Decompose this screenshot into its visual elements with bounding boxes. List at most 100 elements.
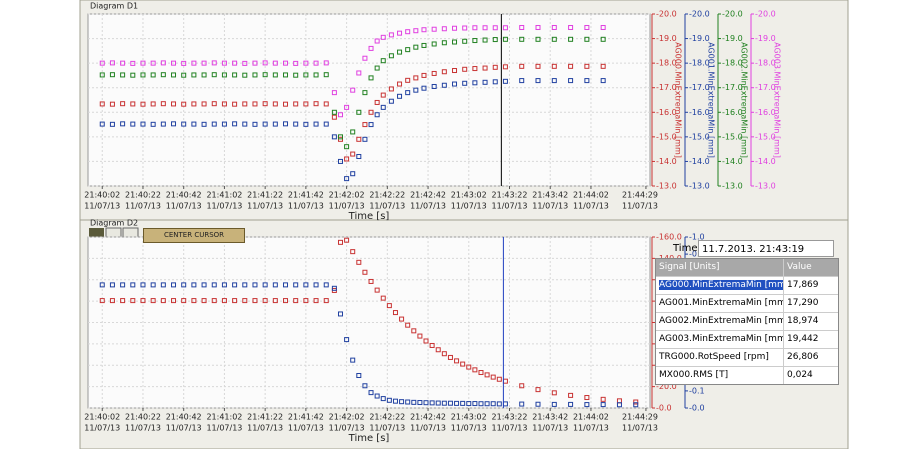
- point: [191, 60, 197, 66]
- time-field[interactable]: 11.7.2013. 21:43:19: [698, 240, 834, 257]
- point: [313, 72, 319, 78]
- signal-name: AG000.MinExtremaMin [mm]: [659, 280, 783, 290]
- point: [584, 36, 590, 42]
- point: [181, 101, 187, 107]
- point: [519, 78, 525, 84]
- point: [600, 396, 606, 402]
- x-tick-date: 11/07/13: [206, 202, 242, 211]
- point: [150, 282, 156, 288]
- point: [242, 298, 248, 304]
- point: [441, 26, 447, 32]
- plot-area: [87, 13, 651, 187]
- panel-row[interactable]: AG003.MinExtremaMin [mm] 19,442: [656, 330, 838, 348]
- x-tick-date: 11/07/13: [206, 424, 242, 433]
- point: [191, 72, 197, 78]
- center-cursor-button[interactable]: CENTER CURSOR: [143, 228, 245, 243]
- point: [568, 36, 574, 42]
- point: [535, 387, 541, 393]
- point: [454, 358, 460, 364]
- point: [421, 85, 427, 91]
- x-tick-label: 21:42:42: [410, 413, 446, 422]
- series: [99, 237, 639, 405]
- point: [405, 90, 411, 96]
- x-tick-date: 11/07/13: [84, 424, 120, 433]
- point: [374, 99, 380, 105]
- y-tick-label: -17.0: [656, 83, 677, 92]
- point: [388, 32, 394, 38]
- signal-name: TRG000.RotSpeed [rpm]: [659, 352, 769, 362]
- point: [472, 38, 478, 44]
- panel-row[interactable]: AG000.MinExtremaMin [mm] 17,869: [656, 276, 838, 294]
- point: [323, 282, 329, 288]
- y-tick-label: -0.9: [689, 250, 705, 259]
- panel-row[interactable]: MX000.RMS [T] 0,024: [656, 366, 838, 384]
- point: [262, 60, 268, 66]
- point: [397, 30, 403, 36]
- point: [435, 400, 441, 406]
- x-tick-label: 21:40:02: [84, 413, 120, 422]
- point: [344, 156, 350, 162]
- panel-row[interactable]: AG002.MinExtremaMin [mm] 18,974: [656, 312, 838, 330]
- point: [109, 60, 115, 66]
- y-tick-label: -14.0: [722, 157, 743, 166]
- point: [399, 399, 405, 405]
- point: [374, 287, 380, 293]
- value-cell: 17,869: [787, 280, 819, 290]
- point: [252, 298, 258, 304]
- point: [171, 121, 177, 127]
- y-tick-label: -14.0: [689, 157, 710, 166]
- y-tick-label: -20.0: [656, 382, 677, 391]
- value-cell: 17,290: [787, 298, 819, 308]
- point: [232, 282, 238, 288]
- point: [466, 364, 472, 370]
- point: [441, 400, 447, 406]
- column-header: Value: [787, 262, 812, 272]
- point: [519, 383, 525, 389]
- point: [331, 109, 337, 115]
- point: [293, 121, 299, 127]
- point: [350, 249, 356, 255]
- point: [633, 402, 639, 408]
- x-tick-date: 11/07/13: [247, 424, 283, 433]
- y-tick-label: -15.0: [689, 132, 710, 141]
- y-tick-label: -15.0: [755, 132, 776, 141]
- point: [584, 78, 590, 84]
- point: [616, 402, 622, 408]
- value-cell: 19,442: [787, 334, 819, 344]
- point: [350, 357, 356, 363]
- point: [211, 298, 217, 304]
- point: [472, 80, 478, 86]
- point: [584, 25, 590, 31]
- x-tick-date: 11/07/13: [288, 424, 324, 433]
- point: [221, 121, 227, 127]
- point: [421, 27, 427, 33]
- point: [344, 237, 350, 243]
- y-tick-label: -16.0: [722, 108, 743, 117]
- panel-row[interactable]: TRG000.RotSpeed [rpm] 26,806: [656, 348, 838, 366]
- point: [388, 98, 394, 104]
- point: [201, 298, 207, 304]
- point: [344, 176, 350, 182]
- point: [386, 303, 392, 309]
- x-tick-label: 21:41:42: [288, 191, 324, 200]
- point: [535, 63, 541, 69]
- x-tick-date: 11/07/13: [532, 202, 568, 211]
- point: [221, 72, 227, 78]
- point: [568, 392, 574, 398]
- y-tick-label: -20.0: [755, 10, 776, 19]
- series: [99, 25, 606, 118]
- point: [303, 101, 309, 107]
- point: [368, 122, 374, 128]
- point: [600, 36, 606, 42]
- y-tick-label: -16.0: [656, 108, 677, 117]
- point: [478, 401, 484, 407]
- point: [293, 101, 299, 107]
- y-tick-label: -0.0: [656, 404, 672, 413]
- panel-row[interactable]: AG001.MinExtremaMin [mm] 17,290: [656, 294, 838, 312]
- point: [221, 101, 227, 107]
- point: [344, 337, 350, 343]
- point: [519, 25, 525, 31]
- point: [374, 65, 380, 71]
- point: [441, 40, 447, 46]
- point: [356, 70, 362, 76]
